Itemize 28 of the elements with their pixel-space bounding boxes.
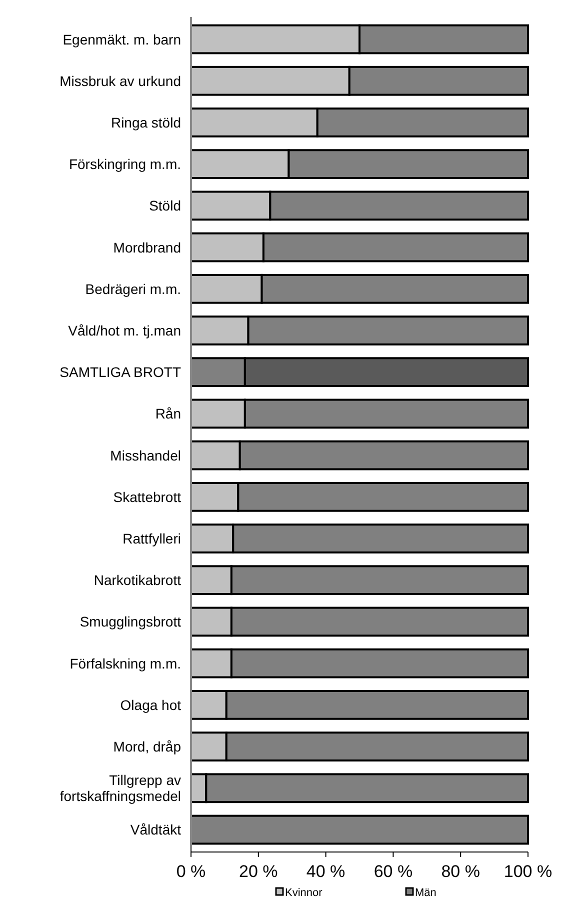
y-tick-label: Stöld — [149, 198, 181, 214]
y-tick-label: Skattebrott — [113, 488, 182, 505]
y-tick-label: Missbruk av urkund — [60, 72, 181, 89]
y-tick-label: Rån — [155, 406, 181, 422]
y-tick-label: Förfalskning m.m. — [70, 655, 181, 672]
x-tick-label: 60 % — [374, 862, 413, 881]
y-tick-label: Tillgrepp av fortskaffningsmedel — [60, 772, 181, 804]
y-tick-label: Bedrägeri m.m. — [85, 280, 181, 297]
y-tick-label: Smugglingsbrott — [80, 614, 182, 630]
x-tick-label: 0 % — [176, 862, 206, 881]
y-tick-label: Rattfylleri — [122, 530, 181, 547]
y-tick-label: Våld/hot m. tj.man — [68, 322, 181, 338]
y-tick-label: Ringa stöld — [110, 114, 181, 130]
legend-label: Män — [415, 887, 436, 899]
x-tick-label: 40 % — [306, 862, 346, 881]
x-tick-label: 80 % — [441, 862, 480, 881]
y-tick-label: SAMTLIGA BROTT — [60, 364, 182, 380]
x-tick-label: 20 % — [239, 862, 278, 881]
x-tick-label: 100 % — [504, 862, 552, 881]
y-tick-label: Förskingring m.m. — [68, 156, 181, 172]
y-tick-label: Egenmäkt. m. barn — [62, 31, 181, 48]
y-tick-label: Misshandel — [110, 447, 181, 464]
y-tick-label: Narkotikabrott — [94, 572, 182, 588]
y-tick-label: Olaga hot — [120, 696, 182, 713]
y-tick-label: Våldtäkt — [130, 822, 182, 838]
y-tick-label: Mordbrand — [113, 239, 181, 256]
y-tick-label: Mord, dråp — [113, 738, 182, 755]
legend-label: Kvinnor — [285, 887, 323, 899]
